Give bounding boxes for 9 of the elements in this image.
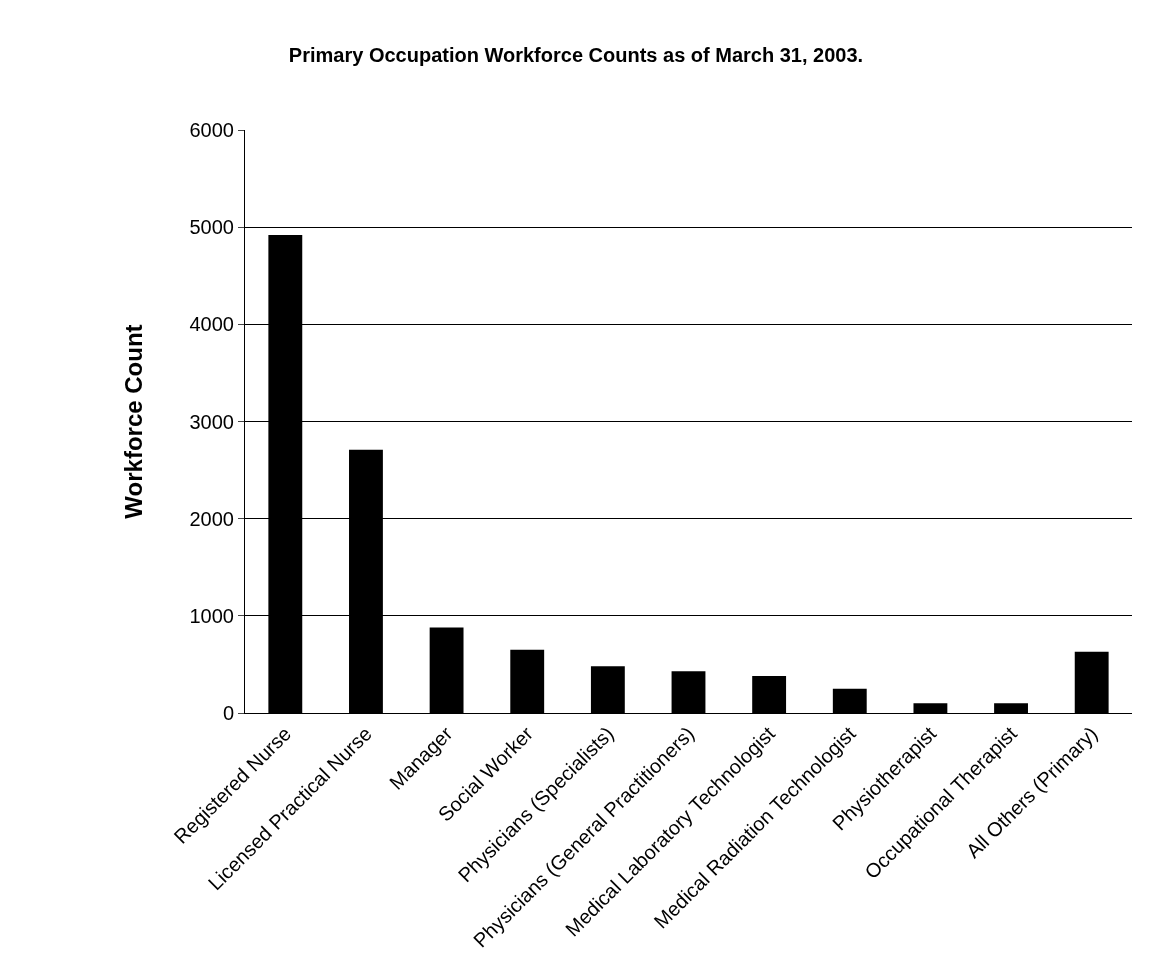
y-tick-label: 1000	[189, 604, 234, 627]
y-axis-title: Workforce Count	[119, 324, 147, 519]
y-tick-label: 4000	[189, 313, 234, 336]
chart-title: Primary Occupation Workforce Counts as of March 31, 2003.	[288, 44, 864, 67]
y-tick-label: 5000	[189, 216, 234, 239]
y-tick-label: 3000	[189, 410, 234, 433]
y-tick-label: 6000	[189, 119, 234, 141]
y-tick-label: 0	[222, 702, 234, 724]
y-tick-label: 2000	[189, 507, 234, 530]
